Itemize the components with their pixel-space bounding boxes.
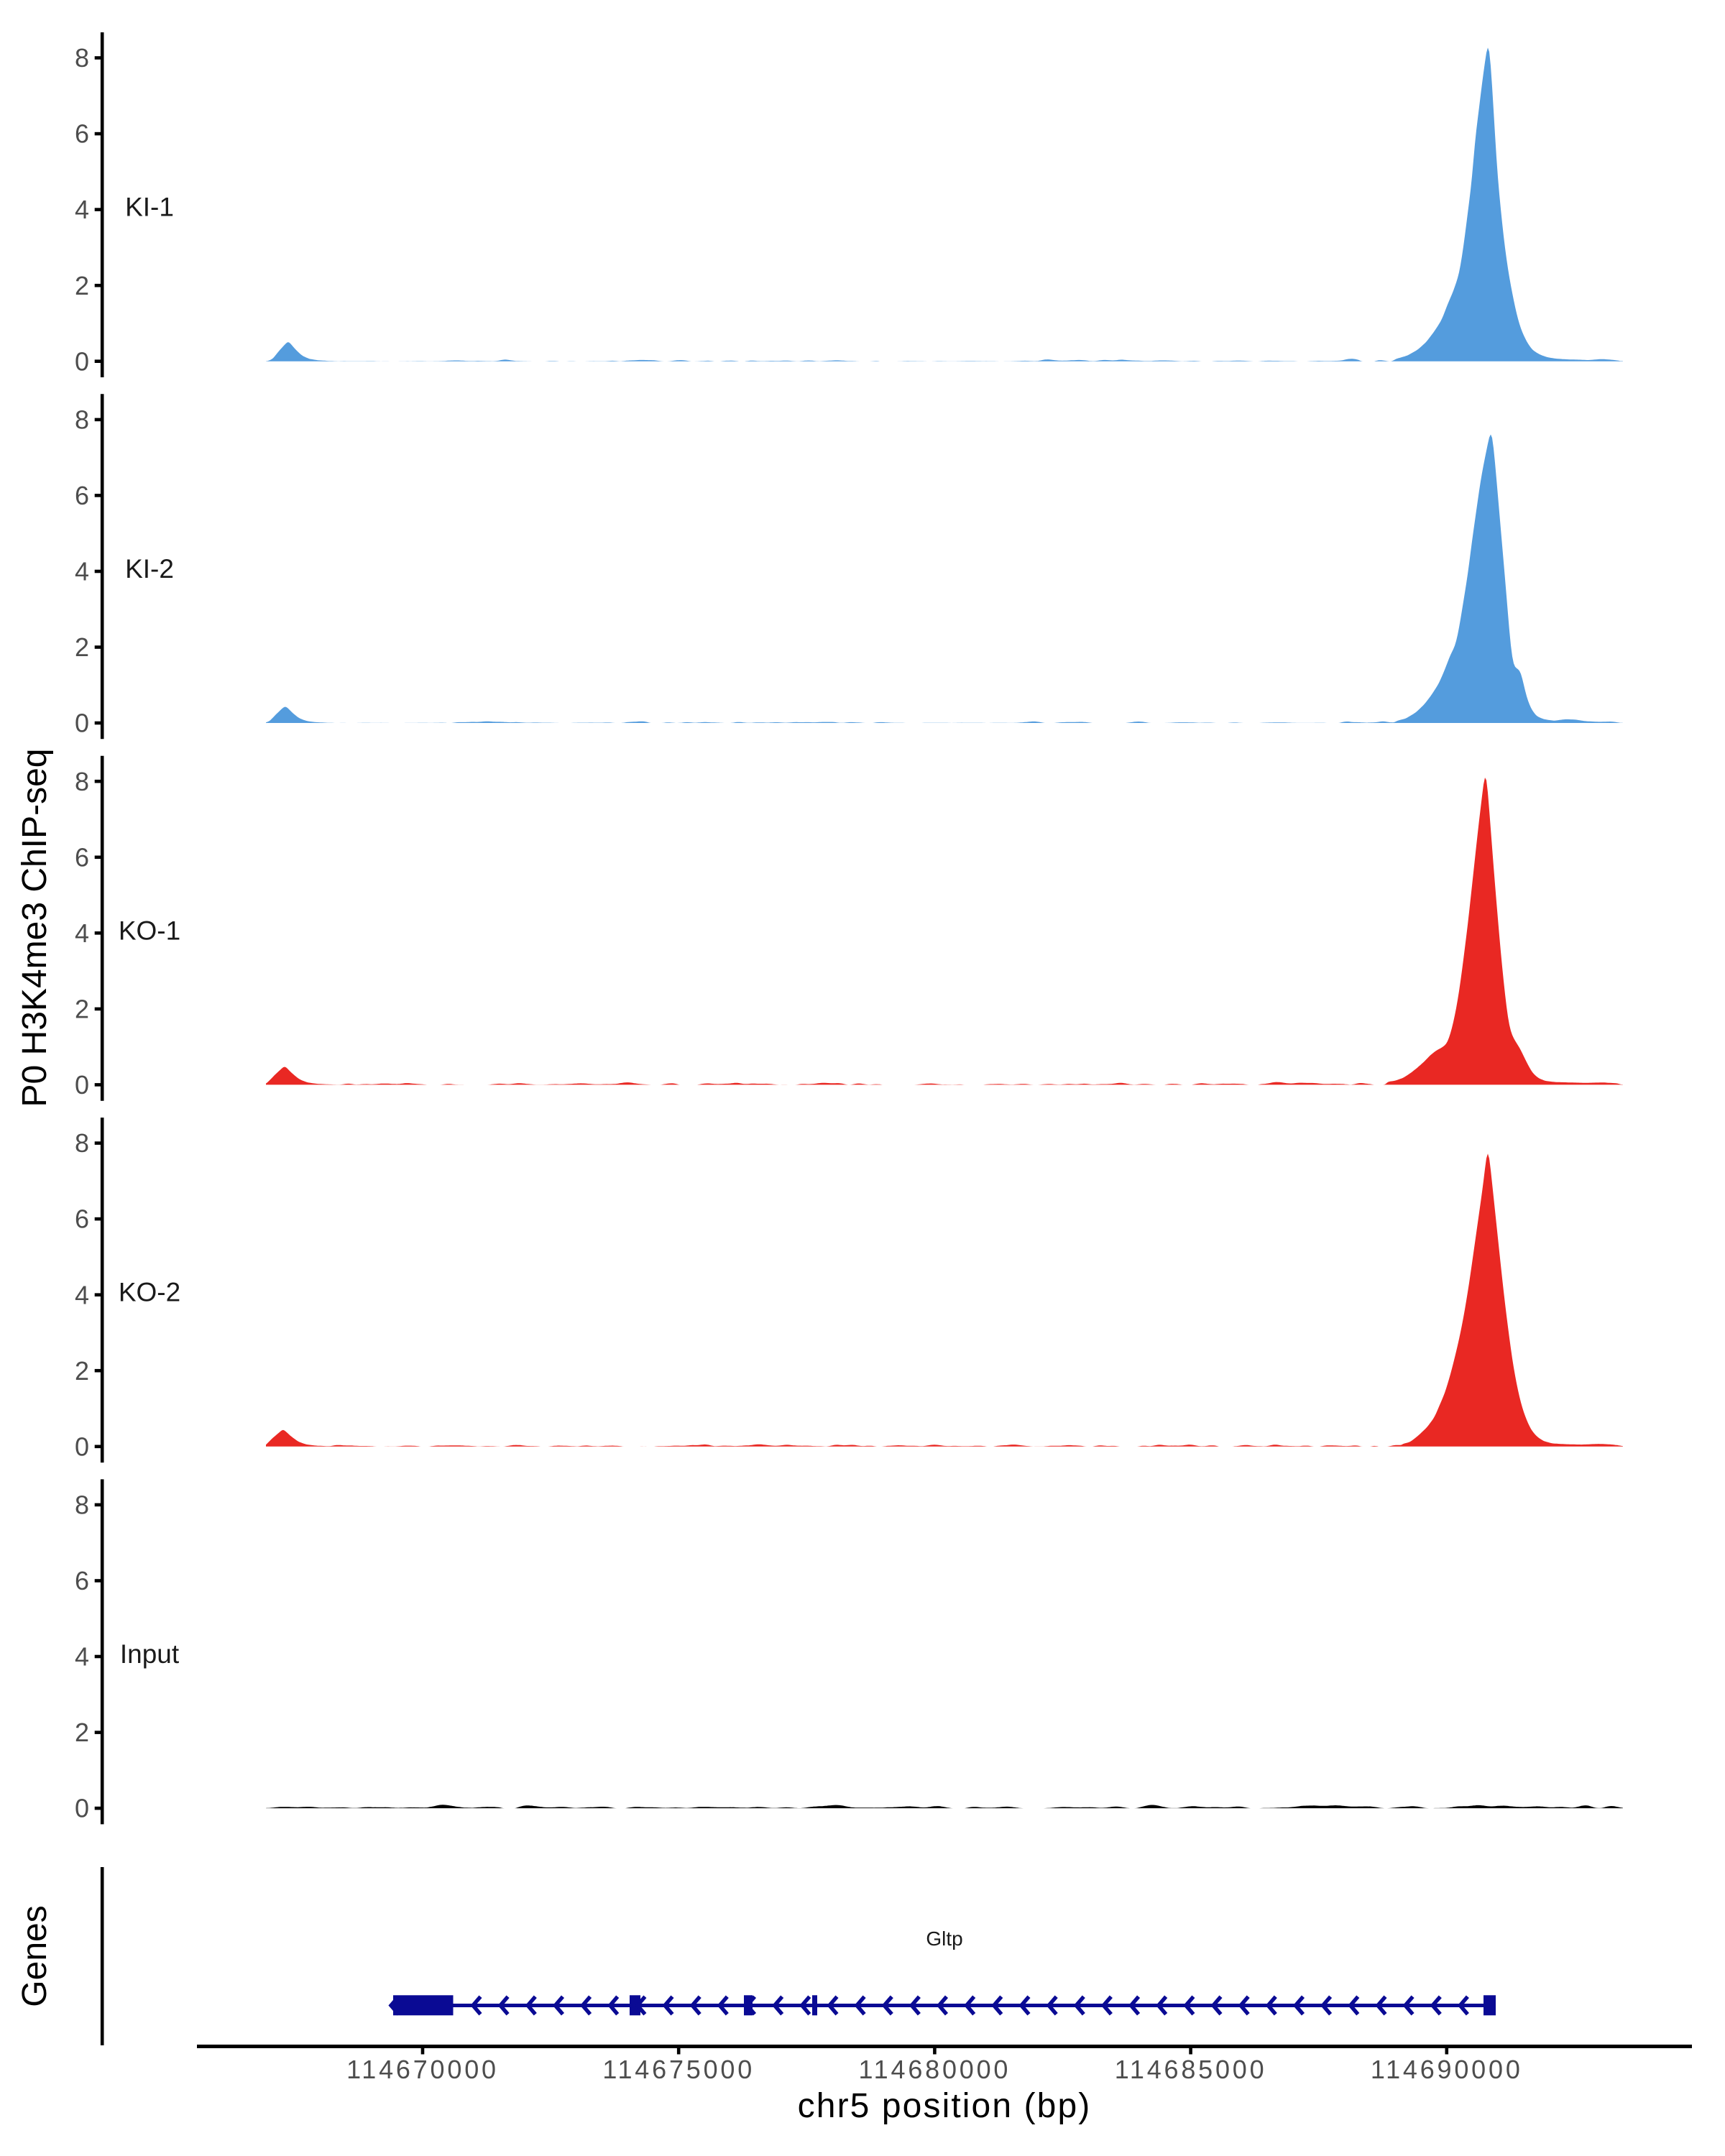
svg-text:0: 0 xyxy=(75,1794,89,1823)
svg-text:2: 2 xyxy=(75,632,89,662)
svg-text:Genes: Genes xyxy=(16,1905,54,2007)
svg-text:114690000: 114690000 xyxy=(1371,2055,1523,2084)
svg-text:0: 0 xyxy=(75,1070,89,1100)
svg-text:4: 4 xyxy=(75,1642,89,1672)
svg-text:Gltp: Gltp xyxy=(926,1927,962,1950)
svg-text:6: 6 xyxy=(75,842,89,872)
svg-text:4: 4 xyxy=(75,557,89,586)
svg-text:8: 8 xyxy=(75,405,89,435)
svg-text:4: 4 xyxy=(75,195,89,224)
svg-text:0: 0 xyxy=(75,1432,89,1461)
svg-text:8: 8 xyxy=(75,43,89,73)
svg-text:114680000: 114680000 xyxy=(859,2055,1011,2084)
svg-text:KO-1: KO-1 xyxy=(119,916,180,945)
svg-text:KO-2: KO-2 xyxy=(119,1278,180,1307)
svg-text:114685000: 114685000 xyxy=(1115,2055,1267,2084)
svg-text:6: 6 xyxy=(75,481,89,510)
svg-text:4: 4 xyxy=(75,1280,89,1309)
svg-text:2: 2 xyxy=(75,1718,89,1747)
svg-text:114675000: 114675000 xyxy=(602,2055,755,2084)
svg-text:2: 2 xyxy=(75,1356,89,1386)
svg-text:0: 0 xyxy=(75,346,89,376)
svg-text:6: 6 xyxy=(75,1204,89,1234)
svg-text:0: 0 xyxy=(75,709,89,738)
svg-text:P0 H3K4me3 ChIP-seq: P0 H3K4me3 ChIP-seq xyxy=(16,749,54,1107)
svg-text:8: 8 xyxy=(75,767,89,796)
svg-text:4: 4 xyxy=(75,918,89,948)
svg-text:6: 6 xyxy=(75,1566,89,1595)
svg-text:114670000: 114670000 xyxy=(346,2055,499,2084)
svg-text:8: 8 xyxy=(75,1491,89,1520)
svg-text:KI-2: KI-2 xyxy=(125,554,174,584)
svg-text:2: 2 xyxy=(75,271,89,300)
svg-text:chr5 position (bp): chr5 position (bp) xyxy=(798,2087,1092,2125)
svg-text:6: 6 xyxy=(75,119,89,149)
svg-text:KI-1: KI-1 xyxy=(125,193,174,222)
svg-text:8: 8 xyxy=(75,1128,89,1158)
svg-text:2: 2 xyxy=(75,995,89,1024)
svg-text:Input: Input xyxy=(120,1639,180,1669)
